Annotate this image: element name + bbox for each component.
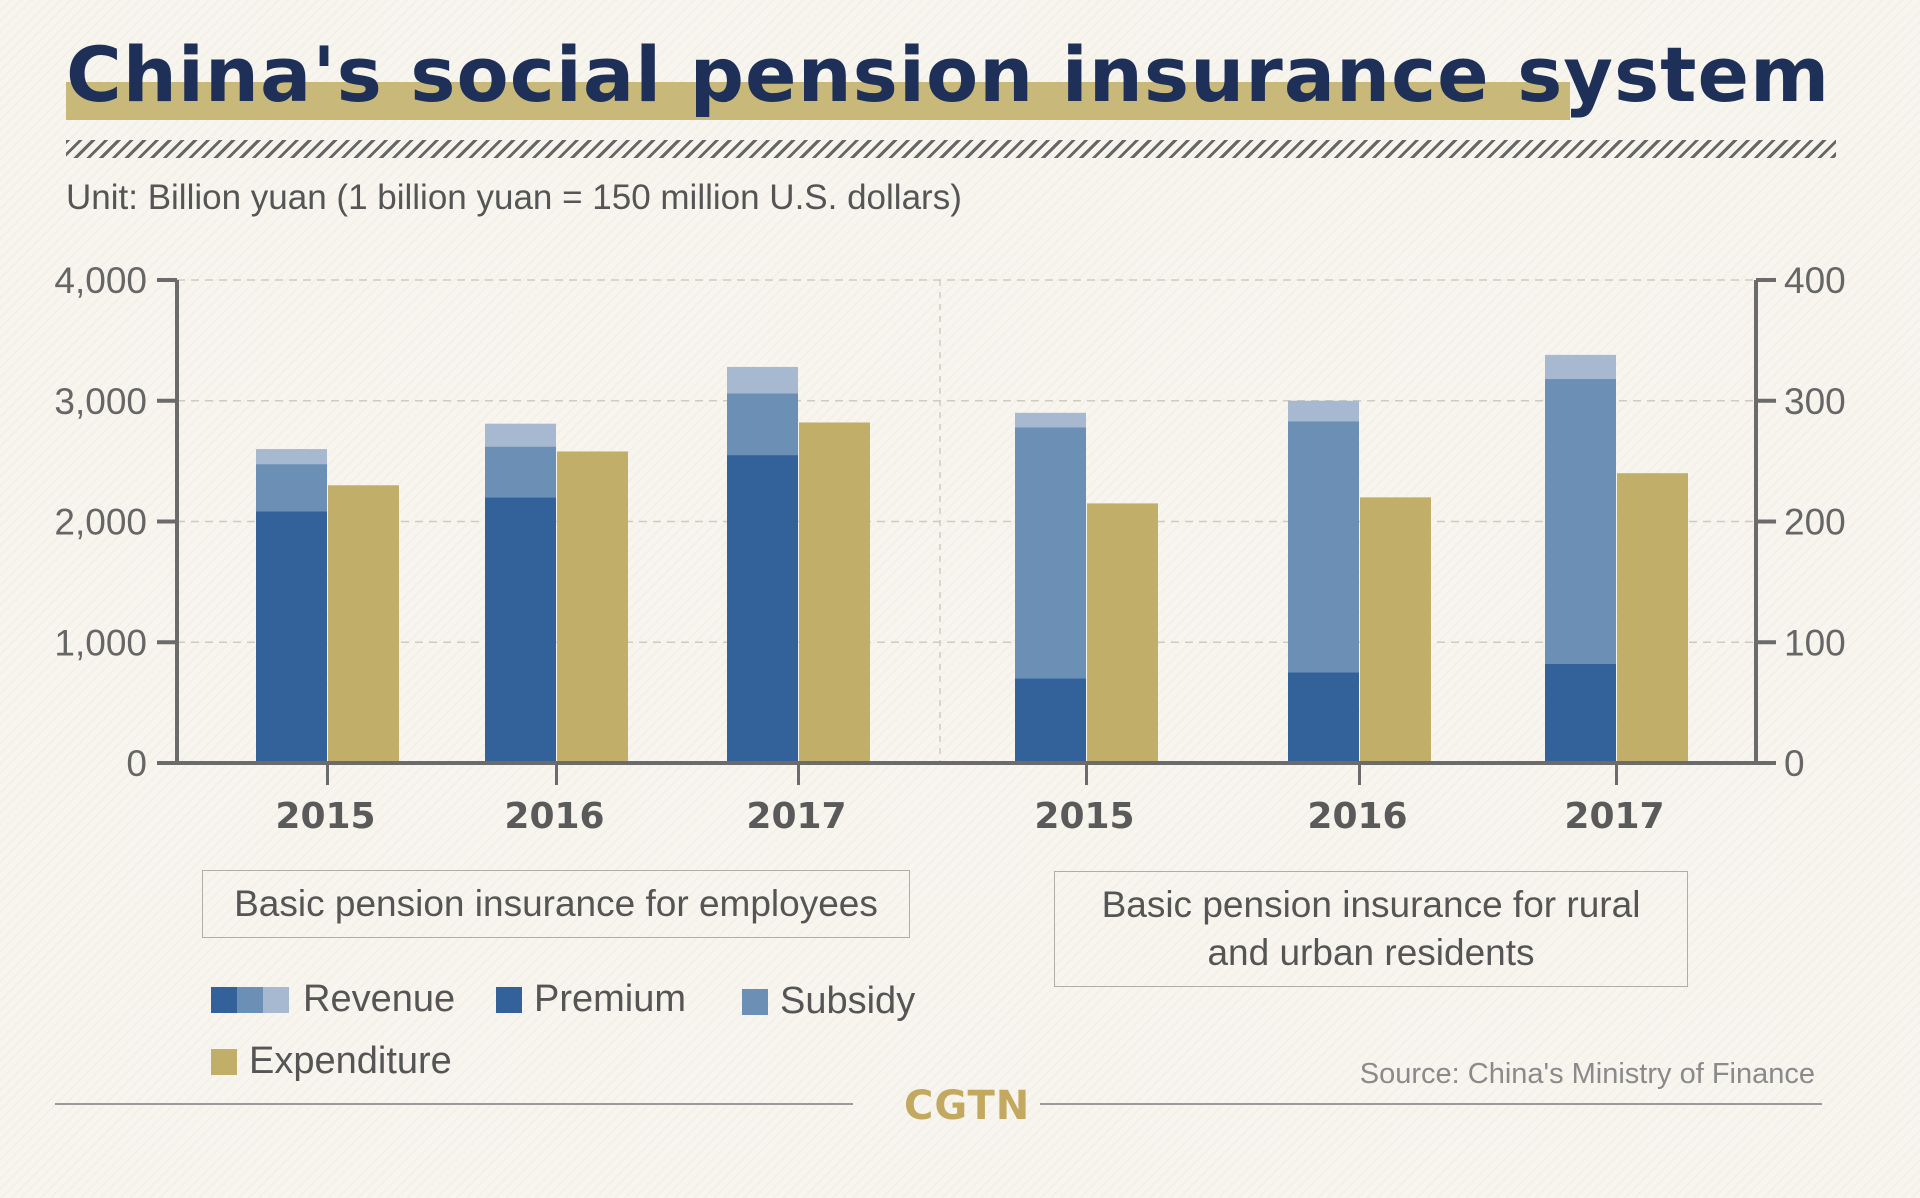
- residents-other-revenue-bar-2016: [1288, 400, 1359, 422]
- residents-expenditure-bar-2017: [1617, 473, 1688, 763]
- title-underline-bar: [66, 82, 1570, 120]
- residents-subsidy-bar-2016: [1288, 421, 1359, 673]
- revenue-swatch-subsidy: [237, 986, 263, 1013]
- legend-premium: Premium: [496, 978, 686, 1021]
- footer-line-left: [55, 1103, 853, 1105]
- employees-other-revenue-bar-2015: [256, 449, 327, 465]
- unit-note: Unit: Billion yuan (1 billion yuan = 150…: [66, 178, 962, 217]
- employees-x-label-2015: 2015: [275, 796, 375, 837]
- employees-premium-bar-2016: [485, 497, 556, 763]
- employees-premium-bar-2015: [256, 511, 327, 763]
- employees-premium-bar-2017: [727, 455, 798, 763]
- premium-swatch: [496, 986, 522, 1013]
- revenue-swatch: [211, 986, 289, 1013]
- residents-premium-bar-2017: [1545, 663, 1616, 763]
- right-y-label: 0: [1784, 743, 1805, 784]
- legend-expenditure: Expenditure: [211, 1040, 452, 1083]
- left-y-label: 1,000: [54, 622, 147, 663]
- employees-x-label-2017: 2017: [746, 796, 846, 837]
- employees-x-label-2016: 2016: [504, 796, 604, 837]
- legend-premium-label: Premium: [534, 978, 687, 1020]
- hatched-divider: [66, 140, 1836, 158]
- left-y-label: 0: [126, 743, 147, 784]
- cgtn-logo: CGTN: [904, 1083, 1031, 1129]
- residents-other-revenue-bar-2017: [1545, 354, 1616, 380]
- revenue-swatch-other: [263, 986, 289, 1013]
- employees-expenditure-bar-2015: [328, 485, 399, 763]
- residents-x-label-2017: 2017: [1564, 796, 1664, 837]
- revenue-swatch-premium: [211, 986, 237, 1013]
- residents-subsidy-bar-2017: [1545, 379, 1616, 664]
- employees-subsidy-bar-2016: [485, 446, 556, 498]
- source-note: Source: China's Ministry of Finance: [1359, 1058, 1815, 1090]
- residents-premium-bar-2016: [1288, 672, 1359, 763]
- subsidy-swatch: [742, 988, 768, 1015]
- residents-other-revenue-bar-2015: [1015, 412, 1086, 428]
- left-y-label: 3,000: [54, 381, 147, 422]
- employees-subsidy-bar-2015: [256, 464, 327, 512]
- employees-expenditure-bar-2017: [799, 422, 870, 763]
- residents-premium-bar-2015: [1015, 678, 1086, 763]
- employees-other-revenue-bar-2017: [727, 366, 798, 394]
- legend-revenue: Revenue: [211, 978, 455, 1021]
- employees-expenditure-bar-2016: [557, 451, 628, 763]
- panel-label-employees: Basic pension insurance for employees: [202, 870, 910, 938]
- right-y-label: 200: [1784, 502, 1846, 543]
- right-y-label: 100: [1784, 622, 1846, 663]
- residents-expenditure-bar-2015: [1087, 503, 1158, 763]
- residents-x-label-2016: 2016: [1307, 796, 1407, 837]
- expenditure-swatch: [211, 1048, 237, 1075]
- residents-expenditure-bar-2016: [1360, 497, 1431, 763]
- legend-revenue-label: Revenue: [303, 978, 456, 1020]
- page-title: China's social pension insurance system: [66, 30, 1831, 119]
- right-y-label: 400: [1784, 260, 1846, 301]
- employees-subsidy-bar-2017: [727, 393, 798, 456]
- left-y-label: 2,000: [54, 502, 147, 543]
- title-block: China's social pension insurance system: [66, 30, 1829, 122]
- right-y-label: 300: [1784, 381, 1846, 422]
- panel-label-residents: Basic pension insurance for rural and ur…: [1054, 871, 1688, 987]
- legend-subsidy-label: Subsidy: [780, 980, 916, 1022]
- left-y-label: 4,000: [54, 260, 147, 301]
- residents-subsidy-bar-2015: [1015, 427, 1086, 679]
- legend-subsidy: Subsidy: [742, 980, 915, 1023]
- employees-other-revenue-bar-2016: [485, 423, 556, 447]
- legend-expenditure-label: Expenditure: [249, 1040, 452, 1082]
- footer-line-right: [1040, 1103, 1822, 1105]
- residents-x-label-2015: 2015: [1034, 796, 1134, 837]
